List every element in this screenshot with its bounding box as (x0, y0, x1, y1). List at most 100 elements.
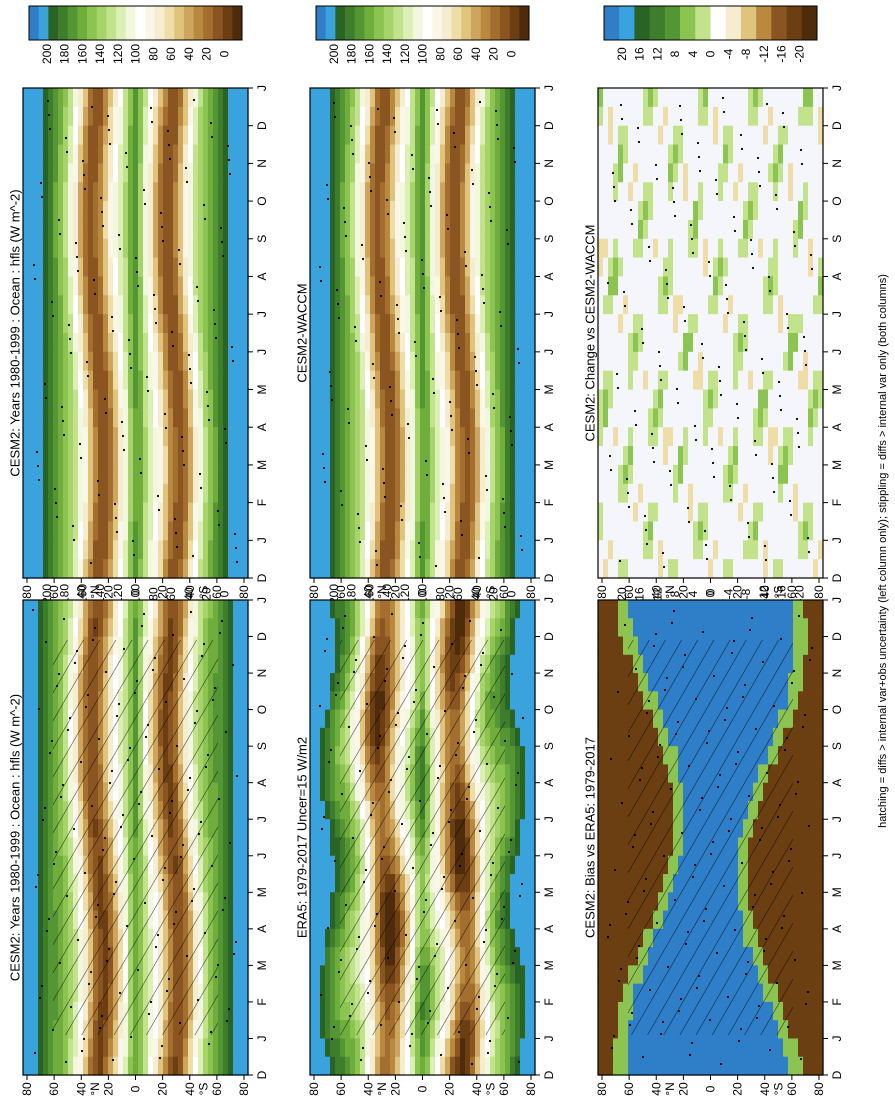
field-cell (520, 983, 526, 1003)
stipple-dot (51, 1028, 55, 1032)
field-cell (380, 370, 386, 391)
stipple-dot (193, 721, 197, 725)
colorbar-swatch (164, 6, 175, 40)
field-cell (485, 618, 491, 638)
field-cell (243, 408, 249, 428)
stipple-dot (86, 374, 90, 378)
field-cell (405, 144, 411, 164)
field-cell (330, 947, 336, 966)
field-cell (43, 276, 49, 296)
field-cell (138, 351, 144, 372)
field-cell (340, 314, 346, 334)
field-cell (223, 408, 229, 428)
field-cell (113, 521, 119, 541)
field-cell (470, 333, 476, 353)
field-cell (138, 125, 144, 146)
field-cell (400, 219, 406, 240)
field-cell (515, 201, 521, 221)
field-cell (350, 1056, 356, 1076)
field-cell (475, 370, 481, 391)
stipple-dot (207, 418, 211, 422)
field-cell (38, 673, 44, 692)
field-cell (445, 106, 451, 127)
field-cell (238, 314, 244, 334)
field-cell (410, 182, 416, 202)
field-cell (163, 238, 169, 259)
field-cell (73, 106, 79, 127)
field-cell (98, 540, 104, 560)
field-cell (193, 219, 199, 240)
field-cell (310, 144, 316, 164)
field-cell (505, 144, 511, 164)
field-cell (153, 1038, 159, 1058)
field-cell (435, 257, 441, 278)
field-cell (118, 618, 124, 638)
field-cell (158, 502, 164, 523)
field-cell (455, 238, 461, 259)
field-cell (315, 654, 321, 674)
field-cell (495, 125, 501, 146)
field-cell (415, 219, 421, 240)
field-cell (415, 276, 421, 296)
colorbar-tick-label: 160 (75, 44, 89, 64)
field-cell (410, 314, 416, 334)
field-cell (148, 276, 154, 296)
field-cell (53, 370, 59, 391)
field-cell (515, 691, 521, 711)
field-cell (430, 351, 436, 372)
field-cell (360, 182, 366, 202)
field-cell (93, 333, 99, 353)
stipple-dot (68, 716, 72, 720)
field-cell (178, 163, 184, 183)
field-cell (450, 125, 456, 146)
field-cell (223, 1001, 229, 1021)
field-cell (233, 182, 239, 202)
stipple-dot (138, 457, 142, 461)
colorbar-tick-label: 20 (200, 47, 214, 61)
colorbar-swatch (316, 6, 326, 40)
field-cell (505, 654, 511, 674)
field-cell (203, 464, 209, 485)
field-cell (525, 600, 531, 619)
field-cell (198, 559, 204, 579)
stipple-dot (105, 959, 109, 963)
field-cell (153, 600, 159, 619)
field-cell (173, 483, 179, 504)
stipple-dot (188, 776, 192, 780)
field-cell (173, 618, 179, 638)
field-cell (88, 238, 94, 259)
field-cell (375, 88, 381, 108)
field-cell (420, 144, 426, 164)
field-cell (28, 351, 34, 372)
field-cell (83, 351, 89, 372)
field-cell (525, 947, 531, 966)
field-cell (153, 464, 159, 485)
stipple-dot (158, 1056, 162, 1060)
field-cell (23, 389, 29, 409)
field-cell (335, 983, 341, 1003)
field-cell (28, 219, 34, 240)
field-cell (238, 983, 244, 1003)
stipple-dot (186, 788, 190, 792)
field-cell (128, 257, 134, 278)
field-cell (228, 636, 234, 656)
field-cell (88, 464, 94, 485)
field-cell (335, 855, 341, 875)
stipple-dot (175, 744, 179, 748)
colorbar-swatch (174, 6, 185, 40)
field-cell (218, 408, 224, 428)
field-cell (78, 389, 84, 409)
field-cell (43, 502, 49, 523)
field-cell (38, 782, 44, 802)
field-cell (43, 654, 49, 674)
field-cell (213, 1038, 219, 1058)
field-cell (123, 389, 129, 409)
colorbar-swatch (374, 6, 385, 40)
field-cell (148, 125, 154, 146)
field-cell (168, 182, 174, 202)
field-cell (405, 106, 411, 127)
colorbar-tick-label: 200 (40, 44, 54, 64)
stipple-dot (488, 1039, 492, 1043)
field-cell (128, 540, 134, 560)
field-cell (218, 389, 224, 409)
